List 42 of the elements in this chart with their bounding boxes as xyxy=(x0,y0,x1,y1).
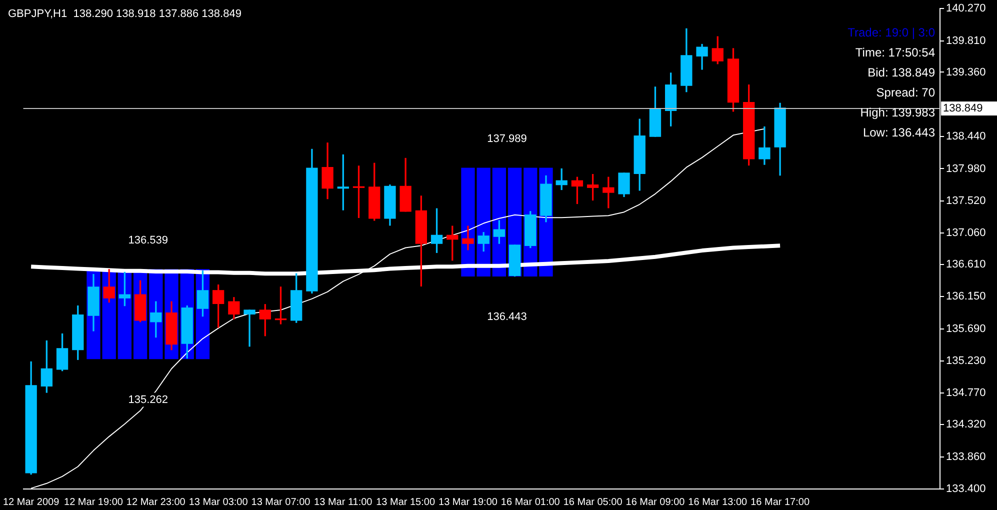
y-tick-label: 135.690 xyxy=(946,322,986,335)
x-tick-label: 16 Mar 01:00 xyxy=(500,496,560,508)
chart-title: GBPJPY,H1 138.290 138.918 137.886 138.849 xyxy=(8,8,242,20)
x-tick-label: 16 Mar 05:00 xyxy=(563,496,623,508)
y-tick-label: 133.400 xyxy=(946,483,986,496)
x-tick-label: 13 Mar 03:00 xyxy=(188,496,248,508)
text: Bid: 138.849 xyxy=(868,65,936,80)
x-tick-label: 16 Mar 17:00 xyxy=(750,496,810,508)
ref-line-label: 138.849 xyxy=(943,102,983,115)
y-tick-label: 134.320 xyxy=(946,418,986,431)
text: Time: 17:50:54 xyxy=(855,45,936,60)
x-tick-label: 13 Mar 11:00 xyxy=(314,496,373,508)
annotation: 135.262 xyxy=(128,394,168,406)
x-tick-label: 12 Mar 2009 xyxy=(2,496,60,508)
x-tick-label: 12 Mar 23:00 xyxy=(126,496,186,508)
x-tick-label: 13 Mar 07:00 xyxy=(251,496,311,508)
text: Trade: 19:0 | 3:0 xyxy=(848,25,936,40)
y-tick-label: 140.270 xyxy=(946,2,986,15)
annotation: 136.443 xyxy=(487,311,527,324)
x-tick-label: 16 Mar 09:00 xyxy=(626,496,686,508)
x-tick-label: 13 Mar 15:00 xyxy=(376,496,436,508)
x-tick-label: 16 Mar 13:00 xyxy=(688,496,748,508)
y-tick-label: 136.610 xyxy=(946,258,986,271)
annotation: 137.989 xyxy=(487,133,527,146)
y-tick-label: 133.860 xyxy=(946,450,986,463)
y-tick-label: 138.440 xyxy=(946,130,986,143)
y-tick-label: 137.980 xyxy=(946,162,986,175)
text: Spread: 70 xyxy=(876,85,936,100)
y-tick-label: 136.150 xyxy=(946,290,986,303)
y-tick-label: 134.770 xyxy=(946,387,986,400)
candlestick xyxy=(244,310,256,347)
x-tick-label: 13 Mar 19:00 xyxy=(438,496,498,508)
candlestick xyxy=(462,226,474,250)
y-tick-label: 137.520 xyxy=(946,194,986,207)
y-tick-label: 139.360 xyxy=(946,66,986,78)
y-tick-label: 135.230 xyxy=(946,355,986,368)
y-tick-label: 139.810 xyxy=(946,34,986,47)
text: Low: 136.443 xyxy=(862,125,936,140)
annotation: 136.539 xyxy=(128,234,168,247)
text: High: 139.983 xyxy=(860,105,936,120)
y-tick-label: 137.060 xyxy=(946,227,986,240)
x-tick-label: 12 Mar 19:00 xyxy=(64,496,124,508)
